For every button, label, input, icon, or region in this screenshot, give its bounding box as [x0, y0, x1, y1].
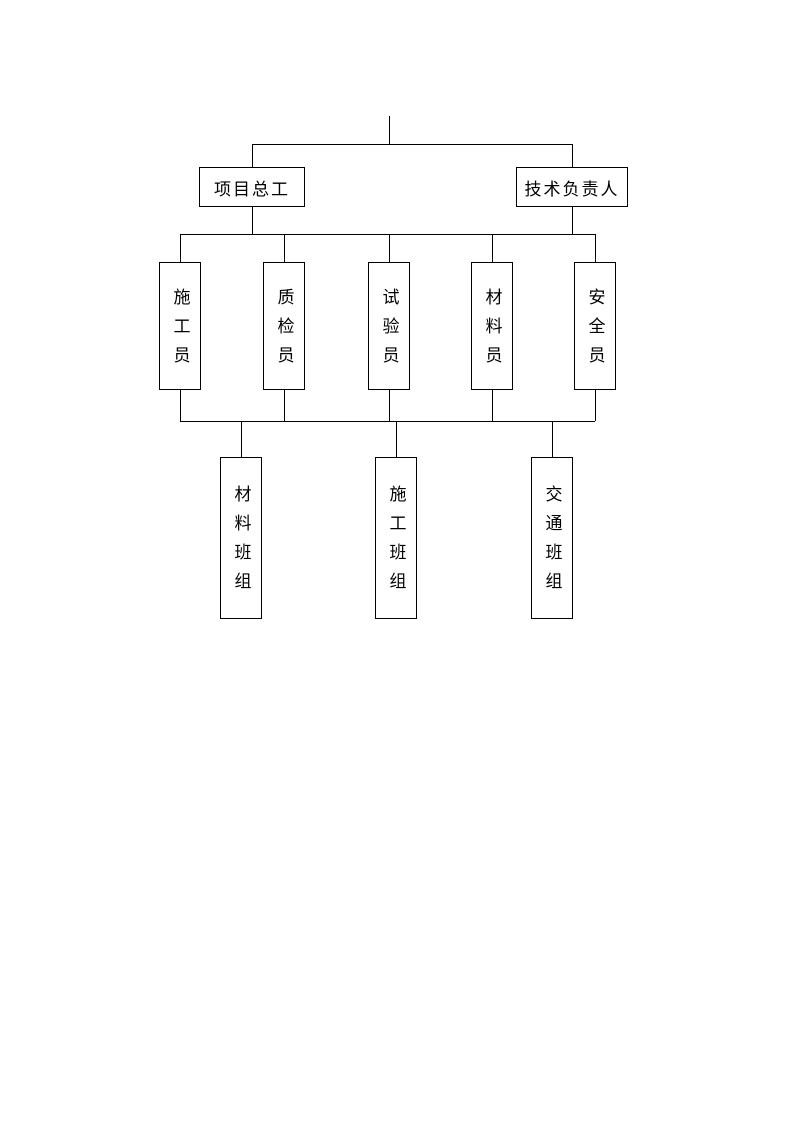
connector-l1l2-left: [252, 207, 253, 234]
connector-l1-drop-right: [572, 144, 573, 167]
node-material-staff: 材料员: [471, 262, 513, 390]
connector-l2-drop-3: [389, 234, 390, 262]
node-construction-team: 施工班组: [375, 457, 417, 619]
connector-l3-drop-2: [396, 421, 397, 457]
node-safety-staff: 安全员: [574, 262, 616, 390]
node-label: 施工员: [168, 288, 193, 375]
connector-l2-drop-5: [595, 234, 596, 262]
node-material-team: 材料班组: [220, 457, 262, 619]
node-label: 施工班组: [384, 485, 409, 601]
connector-l2l3-1: [180, 390, 181, 421]
node-label: 材料班组: [229, 485, 254, 601]
connector-l2l3-5: [595, 390, 596, 421]
node-construction-staff: 施工员: [159, 262, 201, 390]
node-label: 交通班组: [540, 485, 565, 601]
node-label: 质检员: [272, 288, 297, 375]
connector-l2-bus: [180, 234, 595, 235]
node-label: 项目总工: [214, 175, 290, 200]
node-project-chief: 项目总工: [199, 167, 305, 207]
connector-l2-drop-2: [284, 234, 285, 262]
connector-l1-bus: [252, 144, 572, 145]
node-quality-inspector: 质检员: [263, 262, 305, 390]
connector-l2l3-2: [284, 390, 285, 421]
connector-l3-drop-1: [241, 421, 242, 457]
node-label: 安全员: [583, 288, 608, 375]
connector-l2-drop-4: [492, 234, 493, 262]
connector-top-stem: [389, 116, 390, 144]
node-test-staff: 试验员: [368, 262, 410, 390]
node-traffic-team: 交通班组: [531, 457, 573, 619]
node-label: 材料员: [480, 288, 505, 375]
node-label: 试验员: [377, 288, 402, 375]
node-label: 技术负责人: [525, 175, 620, 200]
connector-l2l3-4: [492, 390, 493, 421]
connector-l3-drop-3: [552, 421, 553, 457]
connector-l1-drop-left: [252, 144, 253, 167]
node-tech-lead: 技术负责人: [516, 167, 628, 207]
connector-l2l3-3: [389, 390, 390, 421]
connector-l2-drop-1: [180, 234, 181, 262]
connector-l3-bus: [180, 421, 595, 422]
connector-l1l2-right: [572, 207, 573, 234]
